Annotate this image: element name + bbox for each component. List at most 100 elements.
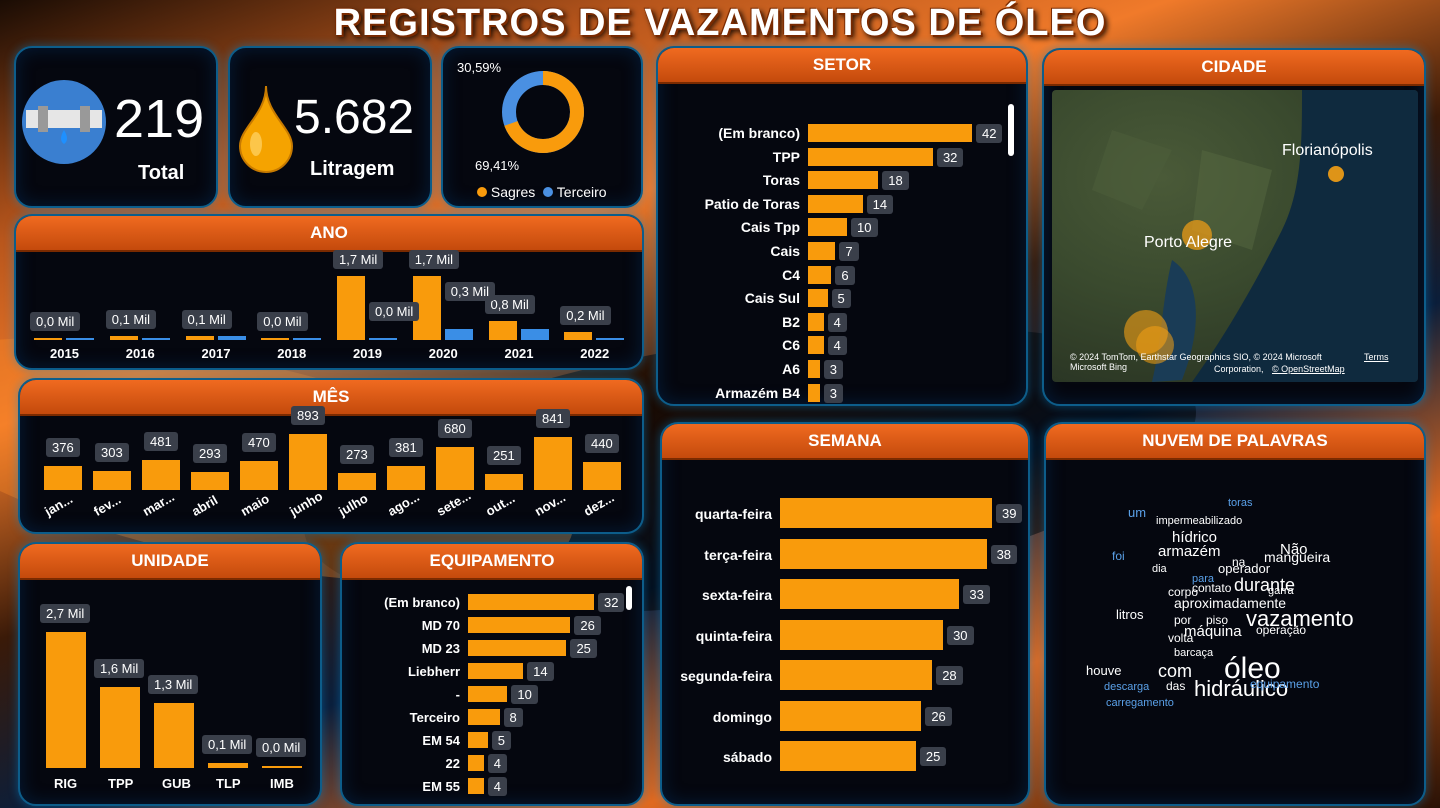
cloud-word[interactable]: equipamento	[1250, 677, 1320, 691]
equipamento-scrollbar[interactable]	[626, 586, 632, 610]
mes-bar[interactable]	[191, 471, 229, 490]
ano-bar-terceiro[interactable]	[293, 338, 322, 340]
semana-bar[interactable]	[780, 579, 960, 609]
cloud-word[interactable]: piso	[1206, 613, 1229, 627]
equip-bar[interactable]	[468, 755, 484, 771]
mes-bar[interactable]	[289, 434, 327, 490]
cloud-word[interactable]: por	[1174, 613, 1192, 627]
unidade-chart[interactable]: 2,7 Mil RIG 1,6 Mil TPP 1,3 Mil GUB 0,1 Mil TLP…	[20, 578, 320, 804]
equipamento-chart[interactable]: (Em branco) 32 MD 70 26 MD 23 25 Liebherr 14 - 10…	[342, 578, 642, 804]
legend-terceiro[interactable]: Terceiro	[556, 184, 607, 200]
mes-bar[interactable]	[436, 447, 474, 490]
map-bubble-florianopolis[interactable]	[1328, 166, 1344, 182]
mes-bar[interactable]	[485, 474, 523, 490]
ano-bar-sagres[interactable]	[261, 338, 290, 340]
cloud-word[interactable]: volta	[1168, 631, 1194, 645]
map-osm-link[interactable]: © OpenStreetMap	[1272, 364, 1345, 374]
semana-chart[interactable]: quarta-feira 39 terça-feira 38 sexta-feira 33…	[662, 458, 1028, 804]
setor-bar[interactable]	[808, 242, 836, 260]
cloud-word[interactable]: aproximadamente	[1174, 595, 1287, 611]
cloud-word[interactable]: foi	[1112, 549, 1125, 563]
map-bubble-porto-alegre[interactable]	[1182, 220, 1212, 250]
cloud-word[interactable]: operação	[1256, 623, 1307, 637]
ano-bar-terceiro[interactable]	[66, 338, 94, 340]
cloud-word[interactable]: impermeabilizado	[1156, 515, 1243, 527]
cloud-word[interactable]: mangueira	[1264, 549, 1331, 565]
setor-bar[interactable]	[808, 124, 972, 142]
donut-chart[interactable]	[443, 48, 641, 206]
semana-bar[interactable]	[780, 538, 987, 569]
ano-bar-sagres[interactable]	[564, 332, 593, 340]
map-bubble-south-2[interactable]	[1136, 326, 1174, 364]
setor-chart[interactable]: (Em branco) 42 TPP 32 Toras 18 Patio de Toras 1…	[658, 82, 1026, 404]
mes-bar[interactable]	[44, 466, 82, 490]
semana-bar[interactable]	[780, 619, 944, 650]
unidade-bar[interactable]	[262, 766, 302, 768]
legend-sagres[interactable]: Sagres	[490, 184, 536, 200]
semana-bar[interactable]	[780, 498, 992, 528]
cloud-word[interactable]: vazamento	[1246, 606, 1354, 631]
mes-bar[interactable]	[338, 472, 376, 490]
unidade-bar[interactable]	[46, 632, 86, 768]
cloud-word[interactable]: barcaça	[1174, 647, 1214, 659]
ano-bar-sagres[interactable]	[337, 276, 365, 340]
equip-bar[interactable]	[468, 594, 594, 610]
setor-bar[interactable]	[808, 171, 879, 190]
donut-slice-sagres[interactable]	[502, 71, 584, 153]
city-map[interactable]: Florianópolis Porto Alegre © 2024 TomTom…	[1052, 90, 1418, 382]
setor-scrollbar[interactable]	[1008, 104, 1014, 156]
ano-bar-terceiro[interactable]	[141, 338, 170, 340]
cloud-word[interactable]: armazém	[1158, 543, 1221, 560]
equip-bar[interactable]	[468, 640, 567, 656]
ano-bar-terceiro[interactable]	[369, 338, 397, 340]
setor-bar[interactable]	[808, 218, 848, 237]
cloud-word[interactable]: toras	[1228, 497, 1253, 509]
cloud-word[interactable]: óleo	[1224, 652, 1281, 685]
cloud-word[interactable]: hídrico	[1172, 529, 1218, 546]
cloud-word[interactable]: durante	[1234, 575, 1296, 595]
unidade-bar[interactable]	[100, 687, 140, 768]
cloud-word[interactable]: das	[1166, 679, 1186, 693]
cloud-word[interactable]: litros	[1116, 607, 1144, 622]
cloud-word[interactable]: hidráulico	[1194, 676, 1289, 701]
mes-bar[interactable]	[142, 459, 180, 490]
cloud-word[interactable]: com	[1158, 661, 1193, 681]
setor-bar[interactable]	[808, 312, 824, 331]
mes-bar[interactable]	[387, 466, 425, 490]
equip-bar[interactable]	[468, 686, 508, 702]
cloud-word[interactable]: máquina	[1184, 623, 1242, 640]
mes-bar[interactable]	[534, 437, 572, 490]
mes-chart[interactable]: 376 jan... 303 fev... 481 mar... 293 abril 470 ma…	[20, 406, 642, 532]
cloud-word[interactable]: carregamento	[1106, 697, 1174, 709]
cloud-word[interactable]: descarga	[1104, 681, 1150, 693]
ano-bar-sagres[interactable]	[488, 321, 517, 340]
equip-bar[interactable]	[468, 778, 484, 794]
ano-bar-terceiro[interactable]	[217, 336, 246, 340]
setor-bar[interactable]	[808, 289, 828, 308]
cloud-word[interactable]: garra	[1268, 585, 1294, 597]
setor-bar[interactable]	[808, 336, 824, 355]
equip-bar[interactable]	[468, 732, 488, 748]
cloud-word[interactable]: um	[1128, 505, 1147, 520]
mes-bar[interactable]	[240, 460, 278, 490]
setor-bar[interactable]	[808, 147, 933, 166]
ano-chart[interactable]: 0,0 Mil 2015 0,1 Mil 2016 0,1 Mil 2017 0,0 Mil…	[16, 250, 642, 368]
mes-bar[interactable]	[93, 470, 131, 490]
cloud-word[interactable]: Não	[1280, 541, 1308, 558]
setor-bar[interactable]	[808, 194, 863, 213]
cloud-word[interactable]: para	[1192, 573, 1215, 585]
semana-bar[interactable]	[780, 741, 916, 771]
cloud-word[interactable]: corpo	[1168, 585, 1199, 599]
equip-bar[interactable]	[468, 709, 500, 725]
semana-bar[interactable]	[780, 700, 922, 731]
cloud-word[interactable]: contato	[1192, 581, 1232, 595]
map-terms-link[interactable]: Terms	[1364, 352, 1389, 362]
cloud-word[interactable]: operador	[1218, 561, 1271, 576]
setor-bar[interactable]	[808, 265, 832, 284]
cloud-word[interactable]: houve	[1086, 663, 1122, 678]
cloud-word[interactable]: na	[1232, 555, 1246, 569]
equip-bar[interactable]	[468, 617, 571, 633]
word-cloud[interactable]: óleo vazamento hidráulico durante com armazém…	[1046, 458, 1424, 804]
setor-bar[interactable]	[808, 360, 820, 378]
cloud-word[interactable]: dia	[1152, 563, 1167, 575]
